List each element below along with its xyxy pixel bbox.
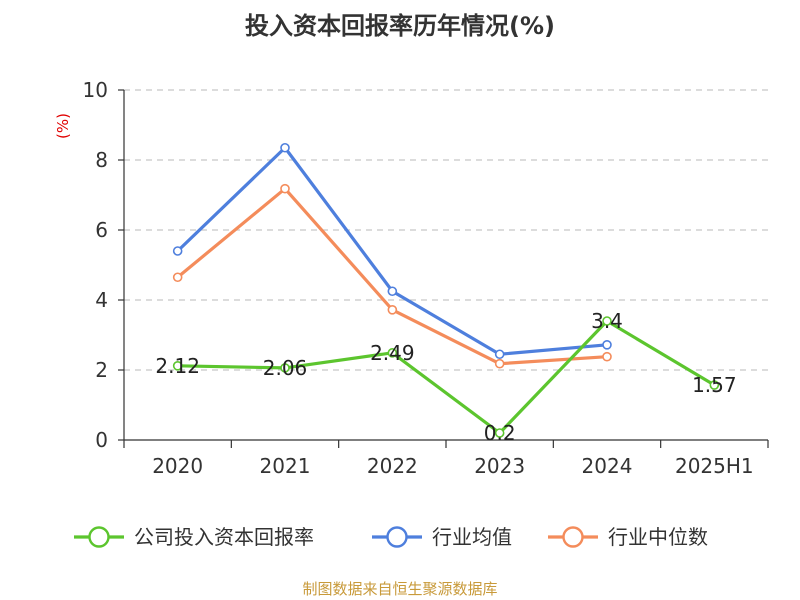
legend-item-2[interactable]: 行业中位数 — [548, 525, 708, 549]
series-1 — [172, 142, 612, 360]
legend[interactable]: 公司投入资本回报率 行业均值 行业中位数 — [74, 525, 708, 549]
axes: 0 2 4 6 8 10 2020 2021 2022 2023 2024 2025H1 — [83, 78, 769, 478]
data-label-2021: 2.06 — [263, 356, 308, 380]
series-1-point-2[interactable] — [387, 286, 398, 297]
legend-marker-0 — [88, 526, 110, 548]
y-tick-label-4: 4 — [95, 288, 108, 312]
series-line-1 — [176, 146, 609, 356]
y-tick-label-6: 6 — [95, 218, 108, 242]
data-label-2025H1: 1.57 — [692, 373, 737, 397]
series-lines — [172, 142, 720, 438]
data-labels: 2.12 2.06 2.49 0.2 3.4 1.57 — [155, 309, 736, 445]
x-tick-label-2020: 2020 — [152, 454, 203, 478]
data-label-2024: 3.4 — [591, 309, 623, 333]
series-1-point-1[interactable] — [280, 142, 290, 153]
series-0-point-4[interactable] — [602, 316, 612, 326]
series-0 — [172, 316, 720, 438]
x-tick-label-2025H1: 2025H1 — [675, 454, 754, 478]
series-0-point-2[interactable] — [387, 348, 398, 358]
series-0-point-0[interactable] — [172, 360, 183, 371]
legend-item-0[interactable]: 公司投入资本回报率 — [74, 525, 314, 549]
data-label-2022: 2.49 — [370, 341, 415, 365]
series-1-point-0[interactable] — [172, 246, 183, 256]
series-2-point-3[interactable] — [494, 358, 505, 369]
legend-marker-2 — [562, 526, 584, 548]
legend-marker-1 — [386, 526, 408, 548]
y-axis-unit-label: (%) — [54, 113, 72, 139]
chart-title: 投入资本回报率历年情况(%) — [245, 12, 555, 40]
series-2-point-2[interactable] — [387, 304, 398, 315]
source-footer: 制图数据来自恒生聚源数据库 — [302, 580, 497, 598]
y-tick-label-10: 10 — [83, 78, 108, 102]
series-2-point-1[interactable] — [280, 183, 290, 194]
data-label-2023: 0.2 — [484, 421, 516, 445]
y-tick-label-2: 2 — [95, 358, 108, 382]
y-tick-label-8: 8 — [95, 148, 108, 172]
series-2-point-4[interactable] — [602, 351, 612, 362]
series-2-point-0[interactable] — [172, 272, 183, 283]
series-0-point-1[interactable] — [280, 363, 290, 373]
data-label-2020: 2.12 — [155, 354, 200, 378]
legend-item-1[interactable]: 行业均值 — [372, 525, 512, 549]
series-line-0 — [176, 319, 716, 435]
series-1-point-3[interactable] — [494, 349, 505, 360]
x-tick-label-2022: 2022 — [367, 454, 418, 478]
x-tick-label-2021: 2021 — [260, 454, 311, 478]
legend-label-1: 行业均值 — [432, 525, 512, 549]
series-line-2 — [176, 187, 609, 366]
x-tick-label-2024: 2024 — [582, 454, 633, 478]
series-1-point-4[interactable] — [602, 339, 612, 350]
series-0-point-5[interactable] — [709, 380, 720, 390]
x-tick-label-2023: 2023 — [474, 454, 525, 478]
grid-lines — [124, 89, 768, 371]
series-0-point-3[interactable] — [494, 428, 505, 438]
legend-label-0: 公司投入资本回报率 — [134, 525, 314, 549]
series-2 — [172, 183, 612, 369]
legend-label-2: 行业中位数 — [608, 525, 708, 549]
y-tick-label-0: 0 — [95, 428, 108, 452]
